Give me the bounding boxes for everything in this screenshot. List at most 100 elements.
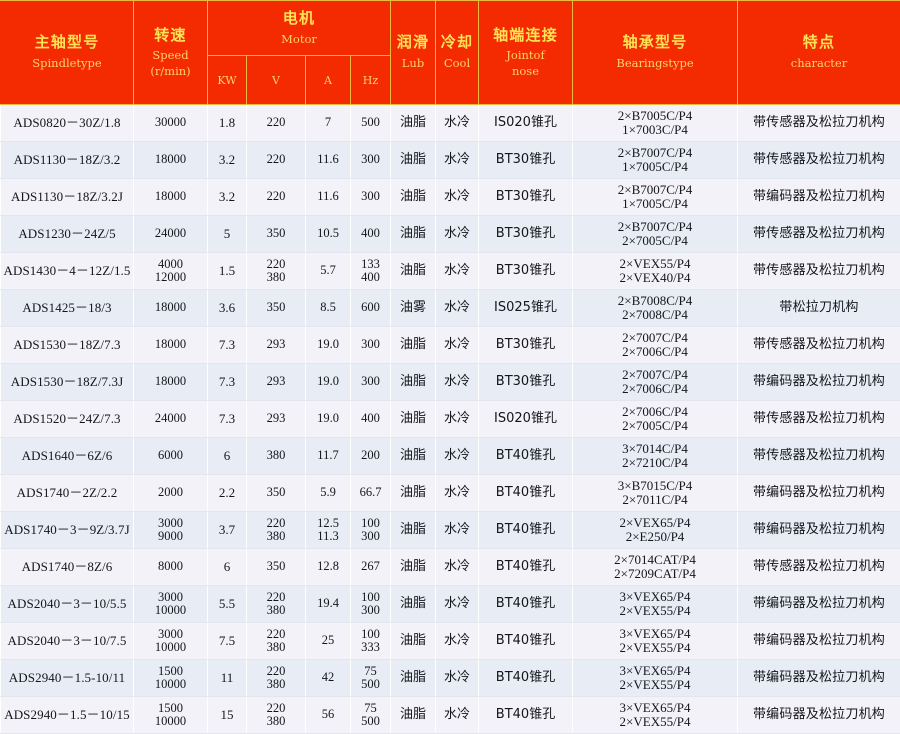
cell-motor-v-stack: 293 (249, 412, 303, 426)
cell-speed-stack: 30000 (136, 116, 205, 130)
cell-motor-hz-line: 400 (353, 412, 388, 426)
header-lub: 润滑 Lub (391, 1, 436, 105)
cell-bearing-type-line: 2×B7007C/P4 (575, 146, 735, 160)
cell-motor-hz-line: 300 (353, 338, 388, 352)
cell-motor-v-line: 220 (249, 628, 303, 642)
cell-motor-v-stack: 350 (249, 227, 303, 241)
cell-motor-v-line: 350 (249, 227, 303, 241)
cell-lub: 油脂 (391, 179, 436, 216)
cell-character: 带编码器及松拉刀机构 (738, 586, 900, 623)
cell-motor-a-stack: 5.7 (308, 264, 348, 278)
cell-lub: 油脂 (391, 253, 436, 290)
cell-motor-a-stack: 5.9 (308, 486, 348, 500)
cell-motor-hz-stack: 300 (353, 153, 388, 167)
header-motor-kw: KW (208, 56, 247, 105)
cell-motor-hz-line: 300 (353, 153, 388, 167)
cell-joint-nose: IS025锥孔 (479, 290, 573, 327)
cell-motor-kw: 1.8 (208, 105, 247, 142)
cell-motor-hz-line: 100 (353, 591, 388, 605)
cell-speed-stack: 24000 (136, 227, 205, 241)
cell-speed-line: 18000 (136, 153, 205, 167)
cell-bearing-type-line: 2×B7007C/P4 (575, 183, 735, 197)
cell-lub: 油脂 (391, 549, 436, 586)
cell-speed-line: 1500 (136, 702, 205, 716)
cell-motor-kw: 6 (208, 438, 247, 475)
cell-motor-v-line: 380 (249, 449, 303, 463)
cell-motor-kw: 3.2 (208, 179, 247, 216)
cell-motor-hz-stack: 400 (353, 227, 388, 241)
cell-motor-v-stack: 350 (249, 486, 303, 500)
cell-character: 带传感器及松拉刀机构 (738, 438, 900, 475)
header-bearing-cn: 轴承型号 (573, 34, 737, 52)
cell-speed: 24000 (134, 401, 208, 438)
cell-lub: 油脂 (391, 327, 436, 364)
cell-motor-hz-line: 300 (353, 190, 388, 204)
cell-motor-a-stack: 19.0 (308, 375, 348, 389)
cell-motor-v-line: 350 (249, 560, 303, 574)
cell-spindle-type: ADS1130－18Z/3.2 (1, 142, 134, 179)
cell-motor-hz-stack: 66.7 (353, 486, 388, 500)
header-bearing-en: Bearingstype (573, 57, 737, 71)
cell-lub: 油脂 (391, 216, 436, 253)
cell-lub: 油脂 (391, 364, 436, 401)
cell-motor-a-stack: 25 (308, 634, 348, 648)
cell-motor-hz-line: 300 (353, 530, 388, 544)
cell-motor-a-stack: 19.0 (308, 338, 348, 352)
cell-spindle-type: ADS2040－3－10/5.5 (1, 586, 134, 623)
table-header: 主轴型号 Spindletype 转速 Speed (r/min) 电机 Mot… (1, 1, 900, 105)
cell-motor-hz-stack: 200 (353, 449, 388, 463)
cell-bearing-type-line: 2×VEX55/P4 (575, 641, 735, 655)
cell-character: 带传感器及松拉刀机构 (738, 105, 900, 142)
cell-motor-a-stack: 56 (308, 708, 348, 722)
cell-motor-v-line: 380 (249, 678, 303, 692)
cell-motor-a-line: 12.5 (308, 517, 348, 531)
cell-cool: 水冷 (436, 327, 479, 364)
cell-motor-a-line: 5.7 (308, 264, 348, 278)
cell-character: 带传感器及松拉刀机构 (738, 401, 900, 438)
cell-character: 带编码器及松拉刀机构 (738, 475, 900, 512)
cell-cool: 水冷 (436, 549, 479, 586)
cell-motor-a-line: 19.0 (308, 412, 348, 426)
cell-speed-stack: 24000 (136, 412, 205, 426)
cell-motor-kw: 15 (208, 697, 247, 734)
cell-motor-a-line: 5.9 (308, 486, 348, 500)
cell-spindle-type: ADS1130－18Z/3.2J (1, 179, 134, 216)
cell-spindle-type: ADS1640－6Z/6 (1, 438, 134, 475)
cell-motor-v-stack: 380 (249, 449, 303, 463)
cell-motor-v: 350 (247, 549, 306, 586)
cell-motor-v: 350 (247, 475, 306, 512)
cell-motor-kw: 11 (208, 660, 247, 697)
header-speed: 转速 Speed (r/min) (134, 1, 208, 105)
cell-lub: 油脂 (391, 475, 436, 512)
cell-character: 带传感器及松拉刀机构 (738, 327, 900, 364)
cell-motor-hz: 500 (351, 105, 391, 142)
cell-cool: 水冷 (436, 179, 479, 216)
cell-bearing-type-line: 2×B7008C/P4 (575, 294, 735, 308)
cell-cool: 水冷 (436, 438, 479, 475)
cell-motor-a-line: 7 (308, 116, 348, 130)
cell-character: 带编码器及松拉刀机构 (738, 697, 900, 734)
cell-joint-nose: BT30锥孔 (479, 216, 573, 253)
cell-bearing-type-line: 3×B7015C/P4 (575, 479, 735, 493)
cell-bearing-type-line: 2×E250/P4 (575, 530, 735, 544)
cell-motor-v-line: 293 (249, 338, 303, 352)
cell-motor-a: 19.0 (306, 364, 351, 401)
cell-motor-a: 19.0 (306, 401, 351, 438)
